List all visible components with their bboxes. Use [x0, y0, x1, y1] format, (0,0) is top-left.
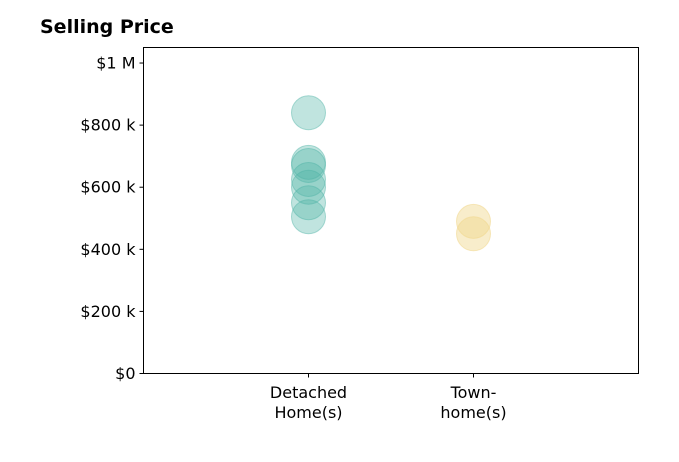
x-category-label: home(s) — [440, 403, 506, 422]
data-point — [291, 199, 326, 235]
data-point — [291, 161, 326, 197]
y-tick-label: $400 k — [80, 240, 136, 259]
y-tick-label: $1 M — [96, 54, 135, 73]
data-points — [291, 95, 491, 252]
x-category-label: Detached — [270, 383, 347, 402]
y-axis: $0 $200 k $400 k $600 k $800 k $1 M — [80, 54, 144, 383]
chart-title: Selling Price — [40, 16, 174, 38]
data-point — [291, 169, 326, 205]
y-tick-label: $0 — [115, 364, 135, 383]
plot-frame — [143, 47, 639, 374]
y-tick-label: $800 k — [80, 116, 136, 135]
y-tick-label: $600 k — [80, 178, 136, 197]
data-point — [456, 203, 491, 239]
y-tick-label: $200 k — [80, 302, 136, 321]
data-point — [291, 144, 326, 180]
data-point — [291, 185, 326, 221]
x-category-label: Town- — [450, 383, 497, 402]
data-point — [291, 147, 326, 183]
x-category-label: Home(s) — [274, 403, 342, 422]
data-point — [456, 216, 491, 252]
data-point — [291, 95, 326, 131]
